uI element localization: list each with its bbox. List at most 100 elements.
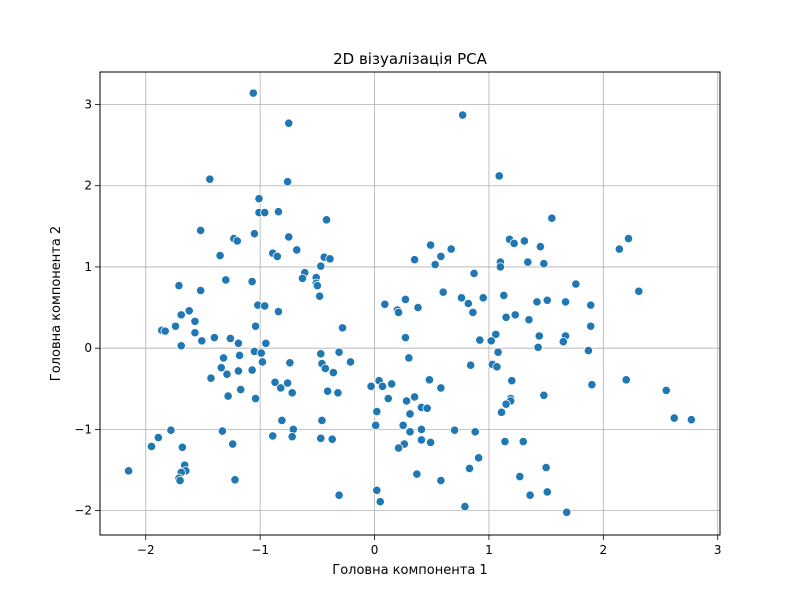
scatter-point xyxy=(284,232,294,242)
scatter-point xyxy=(233,338,244,348)
scatter-point xyxy=(539,390,549,400)
scatter-point xyxy=(478,293,488,303)
scatter-point xyxy=(123,466,134,476)
scatter-point xyxy=(206,373,216,383)
scatter-point xyxy=(260,301,270,311)
scatter-point xyxy=(464,463,475,473)
scatter-point xyxy=(260,207,270,218)
scatter-point xyxy=(160,326,170,336)
scatter-point xyxy=(196,285,206,296)
scatter-point xyxy=(416,435,427,445)
x-tick-label: 2 xyxy=(600,543,608,557)
y-tick-label: 3 xyxy=(84,97,92,111)
scatter-point xyxy=(393,443,404,453)
scatter-point xyxy=(146,441,157,452)
scatter-point xyxy=(542,295,552,305)
scatter-point xyxy=(221,275,231,285)
scatter-point xyxy=(177,442,187,452)
scatter-points xyxy=(123,88,697,517)
scatter-point xyxy=(500,436,510,447)
scatter-point xyxy=(501,399,511,409)
scatter-point xyxy=(614,244,624,254)
scatter-point xyxy=(316,349,326,359)
y-tick-label: −1 xyxy=(74,422,92,436)
scatter-point xyxy=(586,321,596,331)
scatter-point xyxy=(413,302,423,313)
scatter-point xyxy=(436,475,446,486)
scatter-point xyxy=(466,360,476,370)
scatter-point xyxy=(334,347,344,357)
scatter-point xyxy=(393,307,404,318)
scatter-point xyxy=(257,357,268,367)
scatter-point xyxy=(222,369,232,379)
scatter-point xyxy=(493,347,503,357)
scatter-point xyxy=(450,425,460,435)
scatter-point xyxy=(458,110,468,120)
scatter-point xyxy=(250,321,261,331)
scatter-point xyxy=(217,426,227,436)
scatter-point xyxy=(634,286,644,296)
scatter-point xyxy=(547,213,557,223)
x-axis-label: Головна компонента 1 xyxy=(332,563,487,578)
scatter-point xyxy=(190,328,200,338)
scatter-point xyxy=(317,415,327,426)
scatter-point xyxy=(456,293,467,303)
scatter-point xyxy=(416,424,427,435)
scatter-point xyxy=(197,336,207,346)
scatter-point xyxy=(470,427,480,437)
scatter-point xyxy=(669,413,679,423)
scatter-point xyxy=(268,431,278,441)
scatter-point xyxy=(446,244,456,254)
axis-ticks: −2 −1 0 1 2 3 −2 −1 0 1 2 3 xyxy=(74,97,721,557)
scatter-point xyxy=(424,375,435,385)
scatter-point xyxy=(469,268,479,279)
scatter-point xyxy=(225,333,236,344)
scatter-point xyxy=(474,453,484,463)
scatter-point xyxy=(518,436,528,447)
scatter-point xyxy=(492,362,502,372)
grid-lines xyxy=(100,72,720,535)
scatter-point xyxy=(270,377,280,387)
scatter-point xyxy=(436,251,446,261)
scatter-point xyxy=(277,415,287,426)
scatter-point xyxy=(176,341,186,351)
scatter-point xyxy=(409,255,420,265)
scatter-point xyxy=(523,257,533,267)
scatter-point xyxy=(261,338,271,348)
scatter-point xyxy=(401,396,412,406)
scatter-point xyxy=(316,433,326,443)
scatter-point xyxy=(328,367,338,378)
scatter-point xyxy=(400,333,411,343)
scatter-point xyxy=(372,485,382,495)
scatter-point xyxy=(533,342,543,352)
x-tick-label: −2 xyxy=(137,543,155,557)
scatter-point xyxy=(499,290,509,300)
scatter-point xyxy=(372,406,382,417)
scatter-point xyxy=(587,380,597,390)
scatter-point xyxy=(250,393,261,404)
scatter-point xyxy=(215,250,225,261)
x-tick-label: −1 xyxy=(251,543,269,557)
x-tick-label: 0 xyxy=(371,543,379,557)
scatter-point xyxy=(174,281,184,291)
scatter-point xyxy=(534,331,544,341)
scatter-point xyxy=(320,363,330,374)
scatter-point xyxy=(542,487,552,497)
scatter-point xyxy=(283,177,293,187)
scatter-point xyxy=(583,346,594,356)
scatter-point xyxy=(524,315,534,325)
scatter-point xyxy=(333,388,343,398)
scatter-point xyxy=(176,310,186,320)
scatter-point xyxy=(510,310,520,320)
scatter-point xyxy=(190,316,200,326)
scatter-point xyxy=(562,507,572,517)
scatter-point xyxy=(216,363,226,373)
scatter-point xyxy=(323,386,333,396)
scatter-point xyxy=(325,254,335,264)
scatter-point xyxy=(234,350,245,361)
scatter-point xyxy=(223,391,233,401)
scatter-point xyxy=(496,407,507,417)
scatter-point xyxy=(321,215,332,225)
scatter-point xyxy=(236,385,246,395)
